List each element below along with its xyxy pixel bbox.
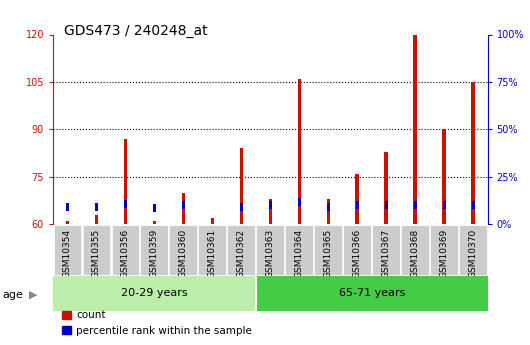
Bar bbox=[153, 221, 156, 224]
Text: GSM10366: GSM10366 bbox=[353, 228, 361, 278]
Bar bbox=[153, 205, 156, 213]
Bar bbox=[227, 225, 255, 275]
Text: GSM10362: GSM10362 bbox=[237, 228, 246, 277]
Text: age: age bbox=[3, 290, 23, 300]
Bar bbox=[401, 225, 429, 275]
Bar bbox=[472, 201, 475, 209]
Bar bbox=[326, 203, 330, 211]
Bar bbox=[95, 215, 98, 224]
Text: 20-29 years: 20-29 years bbox=[121, 288, 188, 298]
Bar bbox=[111, 225, 139, 275]
Bar bbox=[170, 225, 197, 275]
Bar bbox=[413, 201, 417, 209]
Text: GSM10359: GSM10359 bbox=[150, 228, 159, 278]
Text: GSM10369: GSM10369 bbox=[440, 228, 448, 278]
Bar bbox=[140, 225, 169, 275]
Text: GSM10355: GSM10355 bbox=[92, 228, 101, 278]
Bar bbox=[210, 218, 214, 224]
Text: ▶: ▶ bbox=[29, 290, 38, 300]
Text: GDS473 / 240248_at: GDS473 / 240248_at bbox=[64, 24, 207, 38]
Bar bbox=[257, 225, 284, 275]
Bar bbox=[123, 139, 127, 224]
Bar bbox=[343, 225, 371, 275]
Bar bbox=[83, 225, 110, 275]
Bar bbox=[413, 34, 417, 224]
Legend: count, percentile rank within the sample: count, percentile rank within the sample bbox=[58, 306, 256, 340]
Bar bbox=[269, 199, 272, 224]
Bar bbox=[269, 201, 272, 209]
Text: 65-71 years: 65-71 years bbox=[339, 288, 405, 298]
Bar bbox=[95, 203, 98, 211]
Bar bbox=[372, 225, 400, 275]
Bar bbox=[66, 203, 69, 211]
Text: GSM10361: GSM10361 bbox=[208, 228, 217, 278]
Bar bbox=[66, 221, 69, 224]
Text: GSM10364: GSM10364 bbox=[295, 228, 304, 277]
Bar bbox=[443, 201, 446, 209]
Bar bbox=[314, 225, 342, 275]
Bar bbox=[326, 199, 330, 224]
Text: GSM10354: GSM10354 bbox=[63, 228, 72, 277]
Bar bbox=[385, 201, 388, 209]
Bar bbox=[471, 82, 475, 224]
Bar bbox=[459, 225, 487, 275]
Bar bbox=[443, 129, 446, 224]
Bar bbox=[124, 200, 127, 208]
Bar bbox=[384, 151, 388, 224]
Text: GSM10368: GSM10368 bbox=[411, 228, 420, 278]
Bar bbox=[54, 225, 82, 275]
Bar bbox=[356, 174, 359, 224]
Bar bbox=[430, 225, 458, 275]
Bar bbox=[182, 193, 185, 224]
Bar bbox=[182, 201, 185, 209]
Bar bbox=[198, 225, 226, 275]
Bar bbox=[297, 79, 301, 224]
Text: GSM10356: GSM10356 bbox=[121, 228, 130, 278]
Text: GSM10365: GSM10365 bbox=[324, 228, 333, 278]
Text: GSM10367: GSM10367 bbox=[382, 228, 391, 278]
Bar bbox=[285, 225, 313, 275]
Text: GSM10370: GSM10370 bbox=[469, 228, 478, 278]
Bar bbox=[356, 201, 359, 209]
Text: GSM10360: GSM10360 bbox=[179, 228, 188, 278]
Bar bbox=[53, 276, 256, 310]
Bar bbox=[256, 276, 488, 310]
Bar bbox=[240, 148, 243, 224]
Text: GSM10363: GSM10363 bbox=[266, 228, 275, 278]
Bar bbox=[240, 203, 243, 211]
Bar bbox=[298, 198, 301, 206]
